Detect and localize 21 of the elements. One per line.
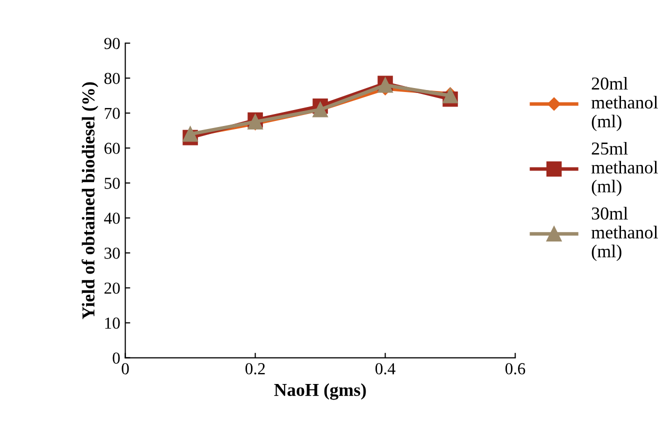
x-tick-label: 0 bbox=[122, 363, 129, 374]
y-tick-label: 60 bbox=[104, 142, 120, 154]
y-tick-label: 90 bbox=[104, 38, 120, 50]
x-tick-label: 0.6 bbox=[505, 363, 526, 374]
y-tick-label: 70 bbox=[104, 108, 120, 120]
y-tick-label: 40 bbox=[104, 212, 120, 224]
x-tick-label: 0.2 bbox=[245, 363, 265, 374]
y-tick-label: 10 bbox=[105, 318, 120, 329]
y-axis-title: Yield of obtained biodiesel (%) bbox=[82, 82, 98, 320]
x-tick-label: 0.4 bbox=[375, 363, 396, 374]
legend-label: 20ml methanol (ml) bbox=[591, 76, 658, 132]
y-tick-label: 0 bbox=[112, 352, 120, 364]
y-tick-label: 50 bbox=[104, 178, 120, 189]
legend-label: 30ml methanol (ml) bbox=[591, 206, 658, 262]
legend-label: 25ml methanol (ml) bbox=[591, 142, 658, 196]
point bbox=[442, 88, 458, 104]
y-tick-label: 20 bbox=[104, 282, 120, 294]
point bbox=[182, 126, 198, 142]
y-tick-label: 30 bbox=[104, 248, 120, 259]
y-tick-label: 80 bbox=[104, 72, 120, 84]
x-axis-title: NaoH (gms) bbox=[274, 383, 366, 400]
